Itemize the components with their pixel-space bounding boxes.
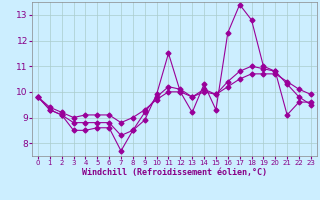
X-axis label: Windchill (Refroidissement éolien,°C): Windchill (Refroidissement éolien,°C) (82, 168, 267, 177)
